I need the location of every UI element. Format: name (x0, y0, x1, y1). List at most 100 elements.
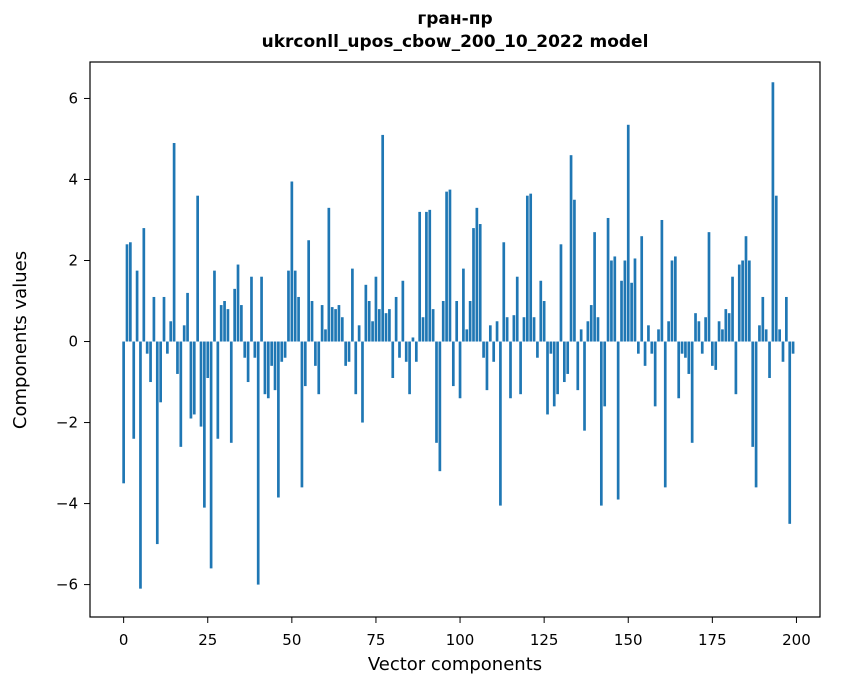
bar (774, 195, 778, 342)
bar (287, 270, 290, 342)
bar (381, 134, 385, 342)
bar (539, 280, 543, 342)
bar (229, 341, 233, 443)
bar (266, 341, 270, 399)
bar (620, 280, 623, 342)
bar (761, 296, 765, 342)
y-tick-label: −4 (56, 495, 78, 513)
bar (593, 232, 596, 342)
bar (236, 264, 240, 342)
bar (152, 296, 156, 342)
bar (684, 341, 687, 358)
bar (771, 82, 775, 342)
bar (361, 341, 364, 423)
bar (573, 199, 576, 342)
bar (334, 309, 337, 342)
bar (139, 341, 142, 589)
bar (462, 268, 465, 342)
bar (270, 341, 273, 366)
bar (320, 305, 324, 342)
bar (404, 341, 408, 362)
bar (314, 341, 317, 366)
y-tick-label: 4 (68, 170, 78, 188)
x-tick-label: 125 (530, 631, 559, 649)
bar (256, 341, 260, 585)
y-tick-label: −2 (56, 414, 78, 432)
bar (549, 341, 553, 354)
bar (176, 341, 179, 374)
bar (721, 329, 724, 342)
bar (199, 341, 203, 427)
bar (606, 217, 610, 342)
x-tick-label: 200 (782, 631, 811, 649)
bar (418, 211, 422, 342)
bar (586, 321, 590, 342)
bar (633, 258, 637, 342)
bar (303, 341, 307, 387)
bar (159, 341, 162, 403)
bar (667, 321, 670, 342)
bar (297, 296, 300, 342)
bar (704, 317, 707, 342)
bar (650, 341, 654, 354)
x-tick-label: 175 (698, 631, 727, 649)
bar (233, 288, 236, 342)
bar (448, 189, 452, 342)
bar (748, 260, 751, 342)
bar (468, 301, 472, 342)
bar (680, 341, 684, 354)
bar (529, 193, 533, 342)
bar (626, 124, 630, 342)
bar (603, 341, 607, 407)
bar (216, 341, 220, 439)
bar (670, 260, 674, 342)
bar (145, 341, 149, 354)
bar (192, 341, 196, 415)
bar (347, 341, 351, 362)
bar (495, 321, 499, 342)
bar (717, 321, 721, 342)
bar (744, 236, 748, 342)
bar (515, 276, 519, 342)
bar (741, 260, 744, 342)
bar (778, 329, 781, 342)
x-tick-label: 75 (366, 631, 385, 649)
bar (354, 341, 358, 395)
bar (149, 341, 152, 383)
bar (263, 341, 267, 395)
x-tick-label: 150 (614, 631, 643, 649)
bar (394, 296, 398, 342)
bar (532, 317, 536, 342)
y-tick-label: 2 (68, 252, 78, 270)
bar (697, 321, 701, 342)
bar (283, 341, 287, 358)
bar (169, 321, 173, 342)
bar (616, 341, 620, 500)
bar (401, 280, 405, 342)
bar (374, 276, 378, 342)
bar (260, 276, 263, 342)
bar (478, 224, 482, 342)
bar (182, 325, 186, 342)
bar (246, 341, 250, 383)
bar (536, 341, 539, 358)
bar (674, 256, 677, 342)
x-tick-label: 0 (119, 631, 129, 649)
bar (273, 341, 277, 391)
bar (293, 270, 297, 342)
bar (414, 341, 418, 362)
bar (731, 276, 734, 342)
bar (196, 195, 199, 342)
bar (243, 341, 247, 358)
x-tick-label: 25 (198, 631, 217, 649)
bar (209, 341, 213, 569)
bar (707, 232, 711, 342)
bar (122, 341, 125, 484)
bar (172, 143, 176, 342)
bar (637, 341, 640, 354)
bar (142, 228, 146, 342)
bar (166, 341, 169, 354)
bar (482, 341, 485, 358)
bar (290, 181, 294, 342)
